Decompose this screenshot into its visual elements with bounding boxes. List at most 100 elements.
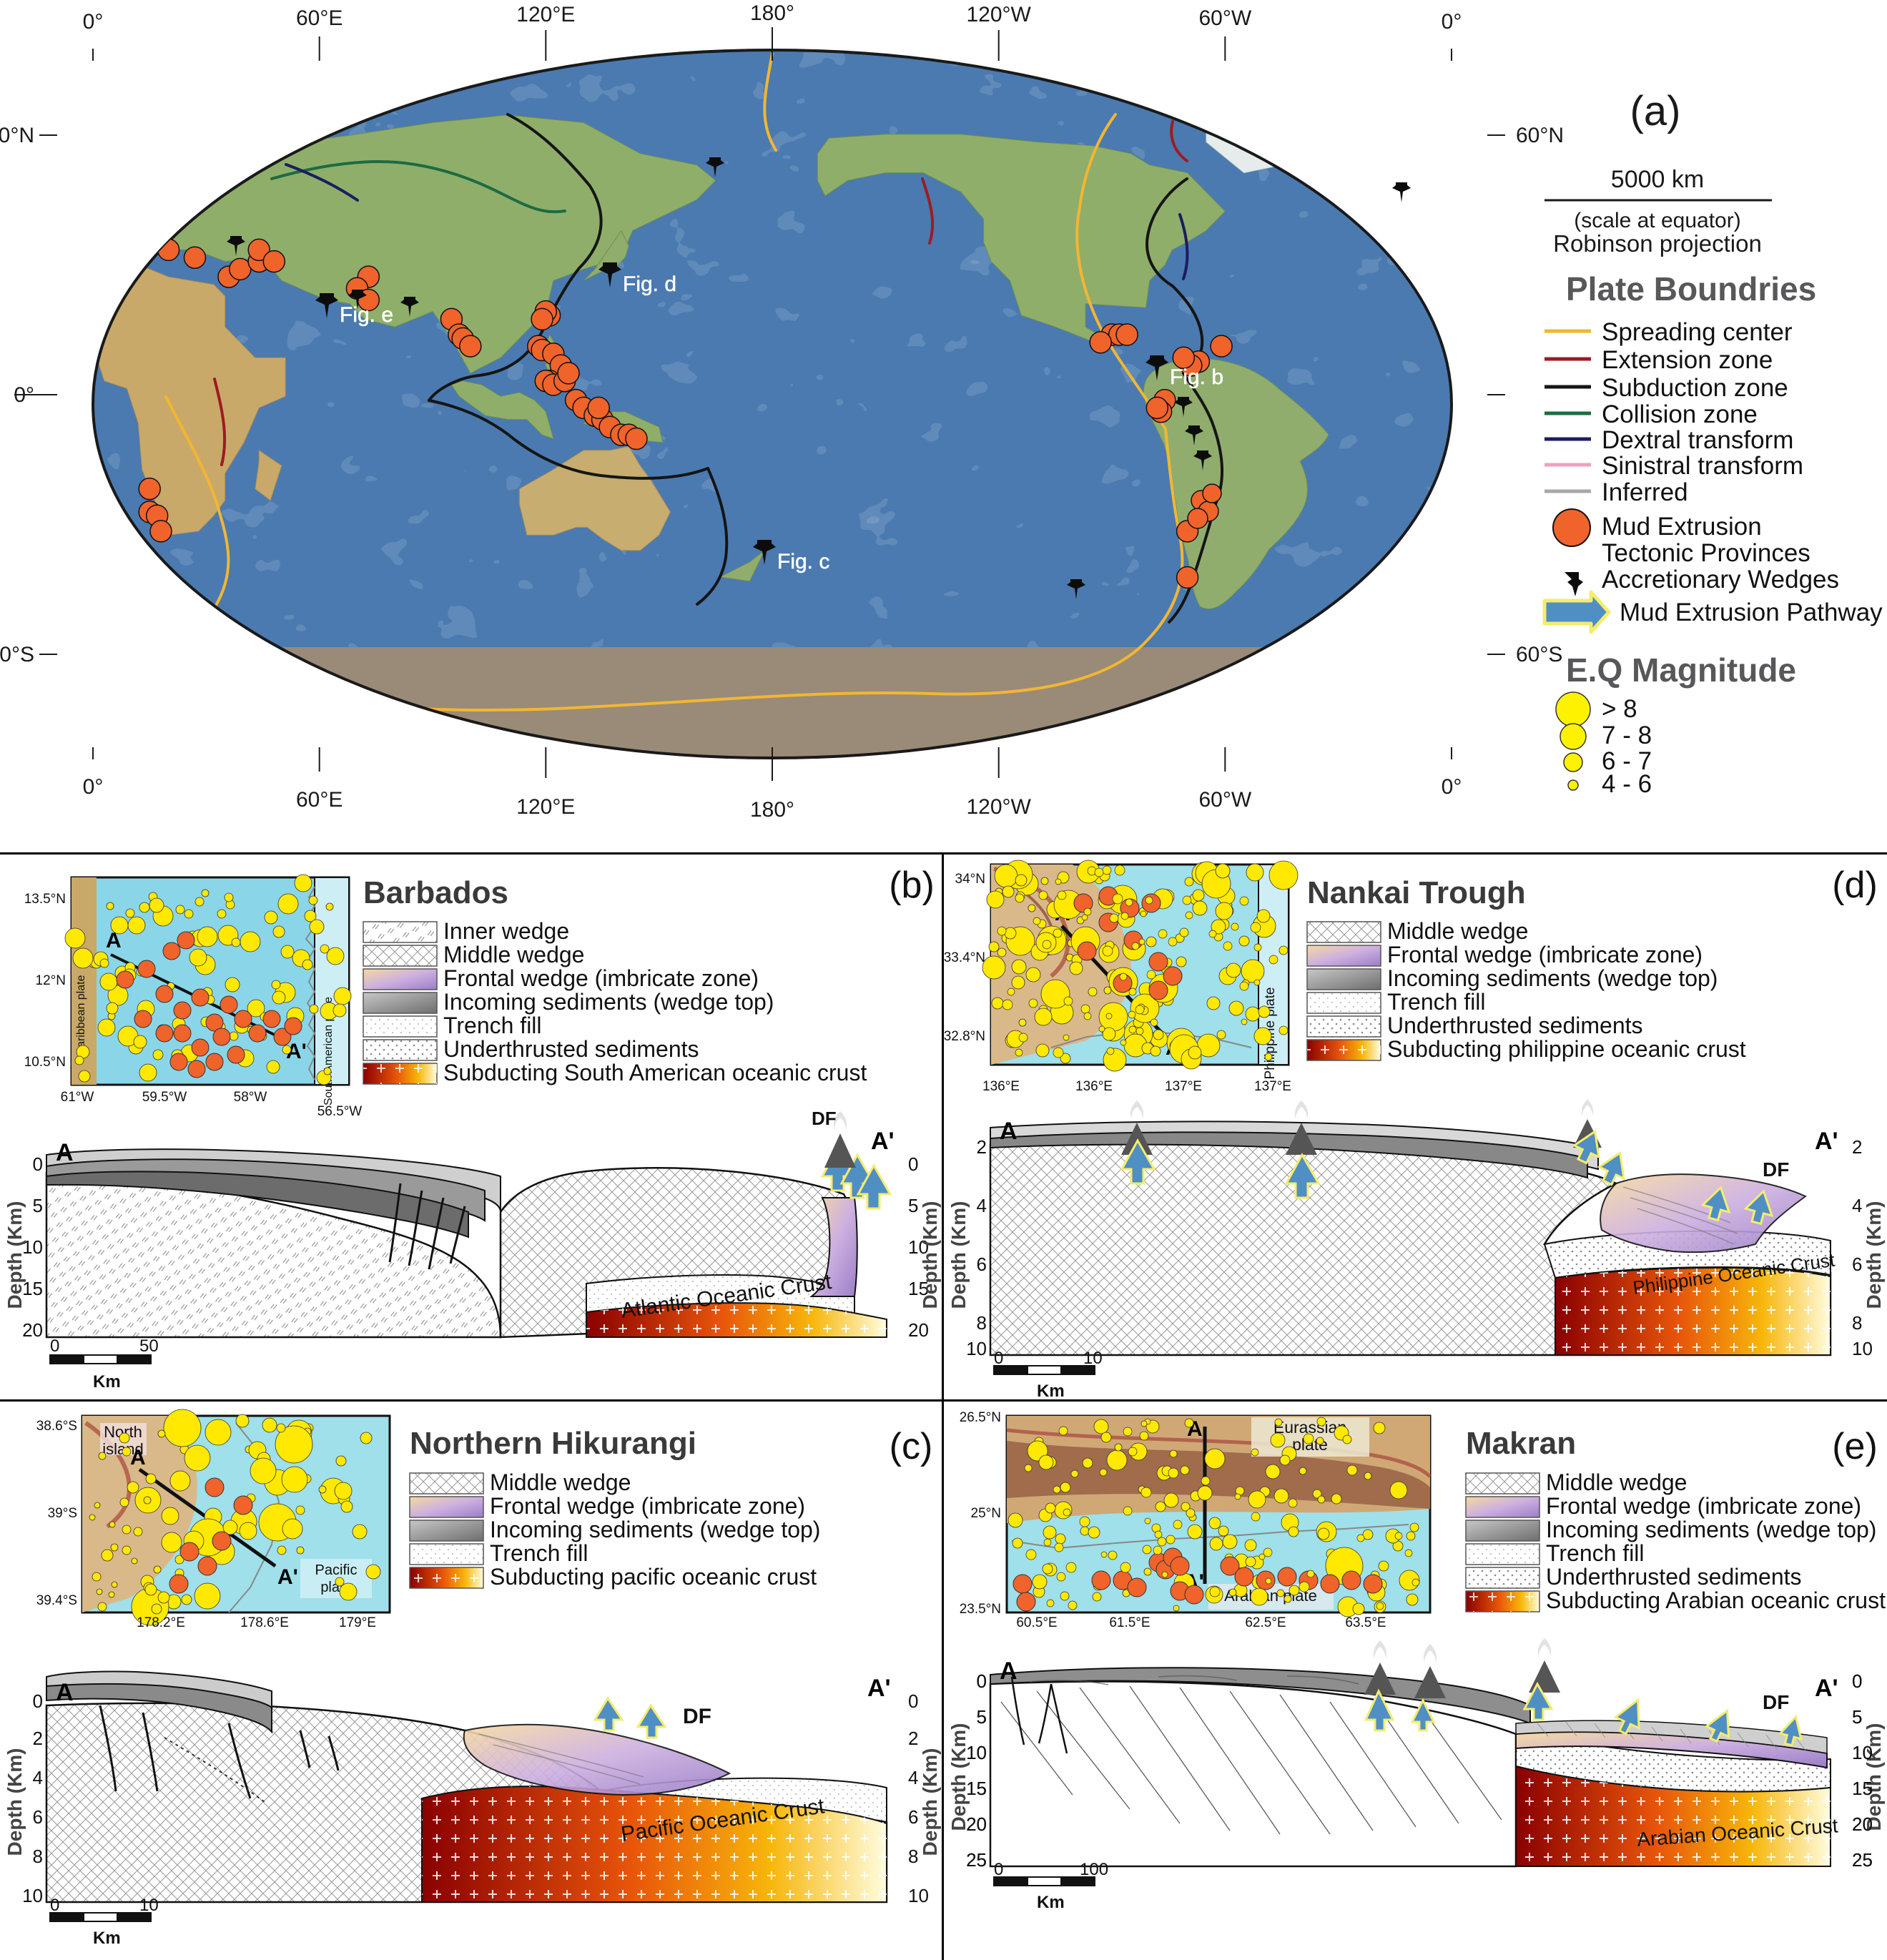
svg-text:0: 0 [994, 1860, 1003, 1879]
svg-text:0: 0 [33, 1153, 43, 1175]
svg-text:Depth (Km): Depth (Km) [1863, 1201, 1885, 1309]
svg-text:Fig. d: Fig. d [623, 272, 676, 296]
svg-text:6: 6 [1852, 1254, 1862, 1275]
svg-text:A: A [1000, 1658, 1018, 1685]
svg-text:Mud Extrusion Pathway: Mud Extrusion Pathway [1620, 599, 1883, 626]
svg-text:Depth (Km): Depth (Km) [4, 1748, 26, 1856]
svg-text:5: 5 [908, 1195, 918, 1216]
svg-text:38.6°S: 38.6°S [36, 1419, 77, 1434]
svg-text:E.Q Magnitude: E.Q Magnitude [1566, 651, 1796, 689]
svg-text:20: 20 [1852, 1813, 1873, 1835]
svg-text:178.6°E: 178.6°E [240, 1615, 289, 1630]
svg-text:A: A [56, 1139, 74, 1166]
svg-text:178.2°E: 178.2°E [137, 1615, 185, 1630]
svg-text:120°W: 120°W [967, 795, 1032, 819]
svg-text:Trench fill: Trench fill [1546, 1540, 1645, 1566]
svg-text:Frontal wedge (imbricate zone): Frontal wedge (imbricate zone) [1387, 942, 1703, 967]
svg-text:4: 4 [33, 1767, 43, 1788]
svg-text:Trench fill: Trench fill [443, 1013, 542, 1038]
svg-text:Km: Km [93, 1372, 121, 1392]
svg-text:39.4°S: 39.4°S [36, 1593, 77, 1608]
svg-text:Underthrusted sediments: Underthrusted sediments [1546, 1564, 1802, 1590]
svg-text:(b): (b) [889, 865, 935, 906]
svg-text:A: A [56, 1679, 74, 1706]
svg-text:A': A' [1815, 1128, 1838, 1155]
svg-text:60°E: 60°E [296, 788, 343, 812]
svg-text:Middle wedge: Middle wedge [1546, 1469, 1687, 1495]
svg-text:20: 20 [908, 1319, 929, 1341]
svg-text:Km: Km [1037, 1893, 1065, 1912]
svg-text:Mud Extrusion: Mud Extrusion [1602, 513, 1762, 541]
svg-text:10: 10 [22, 1885, 43, 1906]
svg-text:Subduction zone: Subduction zone [1602, 374, 1788, 402]
svg-text:Inner wedge: Inner wedge [443, 918, 569, 944]
svg-text:DF: DF [812, 1108, 837, 1129]
svg-text:A: A [1000, 1118, 1018, 1145]
svg-text:Subducting philippine oceanic: Subducting philippine oceanic crust [1387, 1036, 1746, 1062]
svg-text:25: 25 [1852, 1849, 1873, 1871]
svg-text:Subducting Arabian oceanic cru: Subducting Arabian oceanic crust [1546, 1587, 1886, 1613]
svg-text:Fig. c: Fig. c [777, 550, 829, 573]
svg-text:Underthrusted sediments: Underthrusted sediments [443, 1036, 699, 1062]
svg-text:0: 0 [994, 1349, 1003, 1368]
svg-text:0°: 0° [14, 383, 34, 407]
svg-text:137°E: 137°E [1165, 1079, 1202, 1094]
svg-text:0: 0 [50, 1336, 59, 1356]
svg-text:0°: 0° [1442, 10, 1462, 34]
svg-text:10: 10 [966, 1338, 987, 1359]
svg-text:8: 8 [977, 1312, 987, 1334]
svg-text:2: 2 [33, 1728, 43, 1749]
svg-text:A': A' [1815, 1675, 1838, 1702]
svg-text:Incoming sediments (wedge top): Incoming sediments (wedge top) [490, 1517, 820, 1542]
svg-text:Middle wedge: Middle wedge [1387, 918, 1528, 944]
svg-text:0°: 0° [83, 775, 104, 799]
svg-text:60°W: 60°W [1198, 788, 1251, 812]
svg-text:15: 15 [1852, 1778, 1873, 1799]
svg-text:2: 2 [908, 1728, 918, 1749]
svg-text:Incoming sediments (wedge top): Incoming sediments (wedge top) [1387, 965, 1718, 991]
svg-text:33.4°N: 33.4°N [944, 950, 985, 965]
svg-text:(a): (a) [1630, 88, 1681, 134]
svg-text:60°N: 60°N [0, 124, 34, 147]
svg-text:25°N: 25°N [971, 1506, 1001, 1521]
svg-text:4: 4 [977, 1195, 987, 1216]
svg-text:6: 6 [33, 1806, 43, 1828]
svg-text:4: 4 [1852, 1195, 1862, 1216]
svg-text:Inferred: Inferred [1602, 478, 1688, 506]
svg-text:Trench fill: Trench fill [1387, 989, 1486, 1015]
svg-text:Fig. e: Fig. e [340, 303, 393, 327]
svg-text:A: A [130, 1446, 146, 1469]
svg-text:10: 10 [1852, 1742, 1873, 1763]
svg-text:61.5°E: 61.5°E [1109, 1615, 1150, 1630]
svg-text:0: 0 [908, 1153, 918, 1175]
svg-text:Fig. b: Fig. b [1170, 365, 1223, 389]
svg-text:Nankai Trough: Nankai Trough [1307, 875, 1526, 910]
svg-text:60°S: 60°S [0, 643, 34, 666]
svg-text:23.5°N: 23.5°N [960, 1602, 1001, 1617]
svg-text:8: 8 [1852, 1312, 1862, 1334]
svg-text:10: 10 [139, 1896, 159, 1915]
svg-text:12°N: 12°N [36, 973, 66, 988]
svg-text:Pacific: Pacific [315, 1562, 358, 1578]
svg-text:DF: DF [1763, 1158, 1789, 1181]
svg-text:179°E: 179°E [339, 1615, 376, 1630]
svg-text:10: 10 [1083, 1349, 1103, 1368]
svg-text:Depth (Km): Depth (Km) [919, 1201, 941, 1309]
svg-text:Depth (Km): Depth (Km) [947, 1723, 970, 1831]
svg-text:10: 10 [1852, 1338, 1873, 1359]
svg-text:Depth (Km): Depth (Km) [919, 1748, 941, 1856]
svg-text:Plate Boundries: Plate Boundries [1566, 270, 1816, 307]
svg-text:Depth (Km): Depth (Km) [4, 1201, 26, 1309]
svg-text:DF: DF [1763, 1691, 1789, 1713]
svg-text:0°: 0° [83, 10, 104, 34]
svg-text:(e): (e) [1832, 1426, 1878, 1467]
svg-text:25: 25 [966, 1849, 987, 1871]
svg-text:Barbados: Barbados [363, 875, 508, 910]
svg-text:Collision zone: Collision zone [1602, 400, 1758, 428]
svg-text:Northern Hikurangi: Northern Hikurangi [410, 1426, 696, 1461]
svg-text:63.5°E: 63.5°E [1345, 1615, 1386, 1630]
svg-text:0: 0 [1852, 1670, 1862, 1692]
svg-text:58°W: 58°W [234, 1090, 267, 1105]
svg-text:Subducting pacific oceanic cru: Subducting pacific oceanic crust [490, 1564, 817, 1590]
svg-text:4: 4 [908, 1767, 918, 1788]
